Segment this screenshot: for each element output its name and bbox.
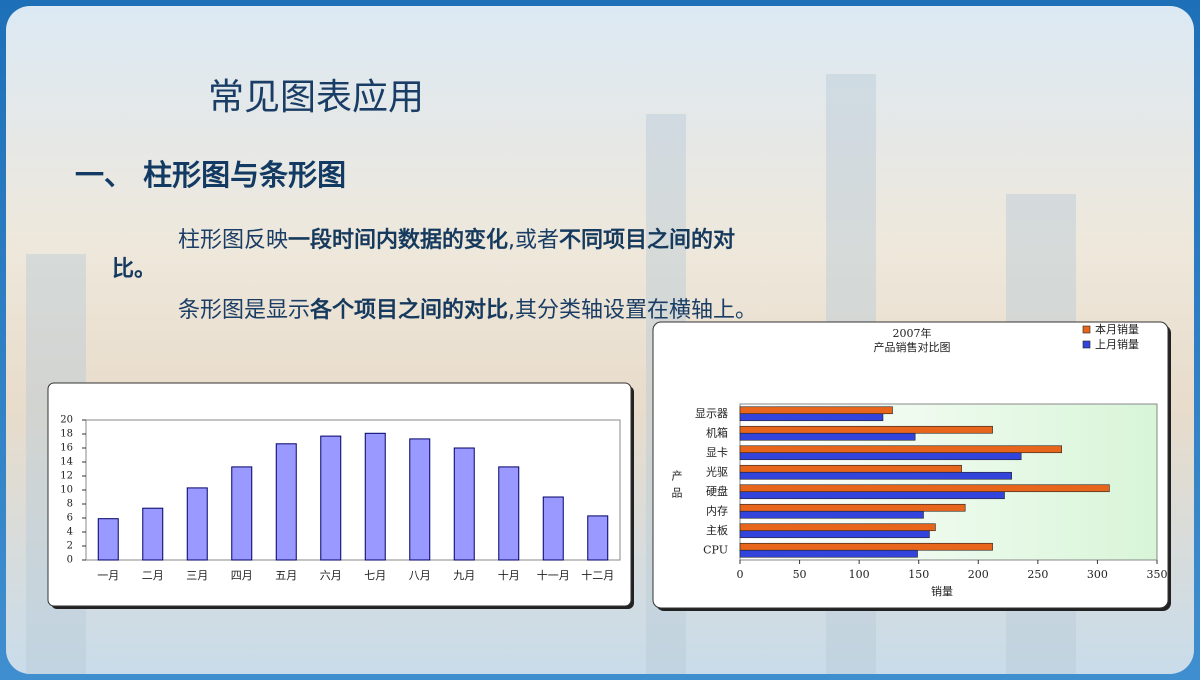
y-tick-label: 显卡 xyxy=(706,446,728,459)
bar xyxy=(739,491,1005,500)
text-run: 一段时间内数据的变化 xyxy=(288,228,509,253)
text-run: 各个项目之间的对比 xyxy=(310,298,509,323)
bar xyxy=(739,452,1022,461)
y-tick-label: 0 xyxy=(67,555,73,566)
y-tick-label: 硬盘 xyxy=(706,484,728,498)
text-run: 柱形图反映 xyxy=(178,228,289,253)
y-tick-label: 14 xyxy=(60,457,73,468)
bar xyxy=(320,435,342,561)
page-title: 常见图表应用 xyxy=(208,77,425,118)
bar xyxy=(739,503,966,512)
y-tick-label: 18 xyxy=(60,429,73,440)
legend-swatch xyxy=(1082,340,1091,349)
bar xyxy=(739,471,1012,480)
y-tick-label: CPU xyxy=(703,543,728,556)
x-tick-label: 三月 xyxy=(186,569,208,582)
bar xyxy=(739,432,916,441)
bar xyxy=(498,466,520,561)
paragraph: 条形图是显示各个项目之间的对比,其分类轴设置在横轴上。 xyxy=(112,296,762,325)
paragraph: 柱形图反映一段时间内数据的变化,或者不同项目之间的对比。 xyxy=(112,226,762,284)
text-run: ,或者 xyxy=(508,228,560,253)
x-tick-label: 十二月 xyxy=(581,568,614,582)
bar xyxy=(275,443,297,561)
bar xyxy=(739,523,936,532)
x-tick-label: 200 xyxy=(968,568,989,581)
bar xyxy=(739,549,918,558)
text-run: 不同项目之间的对比。 xyxy=(112,228,736,282)
x-tick-label: 五月 xyxy=(275,569,297,582)
bar xyxy=(97,518,119,561)
y-tick-label: 8 xyxy=(67,499,73,510)
text-run: ,其分类轴设置在横轴上。 xyxy=(508,298,758,323)
bar xyxy=(739,425,993,434)
y-tick-label: 10 xyxy=(60,485,73,496)
bar xyxy=(739,484,1110,493)
x-tick-label: 一月 xyxy=(97,569,119,582)
y-tick-label: 2 xyxy=(67,541,73,552)
x-tick-label: 二月 xyxy=(142,569,164,582)
bar xyxy=(542,496,564,561)
bar xyxy=(364,432,386,561)
legend-swatch xyxy=(1082,325,1091,334)
y-tick-label: 4 xyxy=(67,527,73,538)
bar xyxy=(739,413,884,422)
chart-subtitle: 产品销售对比图 xyxy=(874,340,951,354)
x-tick-label: 六月 xyxy=(320,569,342,582)
legend-label: 上月销量 xyxy=(1095,337,1139,351)
bar xyxy=(739,406,893,415)
bar xyxy=(739,464,962,473)
x-tick-label: 十月 xyxy=(498,568,520,582)
x-tick-label: 八月 xyxy=(409,569,431,582)
x-tick-label: 九月 xyxy=(453,569,475,582)
x-tick-label: 十一月 xyxy=(537,568,570,582)
y-tick-label: 显示器 xyxy=(695,407,728,420)
x-tick-label: 350 xyxy=(1147,568,1168,581)
section-heading: 一、 柱形图与条形图 xyxy=(75,158,347,192)
x-tick-label: 七月 xyxy=(364,569,386,582)
y-tick-label: 16 xyxy=(60,443,73,454)
bar xyxy=(409,438,431,561)
y-tick-label: 主板 xyxy=(706,523,728,537)
bar xyxy=(739,445,1062,454)
x-tick-label: 100 xyxy=(849,568,870,581)
x-tick-label: 0 xyxy=(737,568,744,581)
bar xyxy=(739,530,930,539)
chart-title: 2007年 xyxy=(893,326,932,340)
y-tick-label: 光驱 xyxy=(706,464,728,478)
y-tick-label: 内存 xyxy=(706,503,728,517)
x-tick-label: 50 xyxy=(793,568,807,581)
x-tick-label: 250 xyxy=(1027,568,1048,581)
y-tick-label: 机箱 xyxy=(706,425,728,439)
bar xyxy=(231,466,253,561)
y-axis-label: 产品 xyxy=(670,469,683,504)
bar xyxy=(739,542,993,551)
y-tick-label: 20 xyxy=(60,415,73,426)
bar xyxy=(739,510,924,519)
x-tick-label: 300 xyxy=(1087,568,1108,581)
x-tick-label: 四月 xyxy=(231,569,253,582)
x-axis-label: 销量 xyxy=(931,584,953,598)
legend-label: 本月销量 xyxy=(1095,322,1139,336)
bar xyxy=(142,507,164,561)
y-tick-label: 12 xyxy=(60,471,73,482)
y-tick-label: 6 xyxy=(67,513,73,524)
bar xyxy=(587,515,609,561)
bar xyxy=(186,487,208,561)
x-tick-label: 150 xyxy=(908,568,929,581)
text-run: 条形图是显示 xyxy=(178,298,311,323)
bar xyxy=(453,447,475,561)
